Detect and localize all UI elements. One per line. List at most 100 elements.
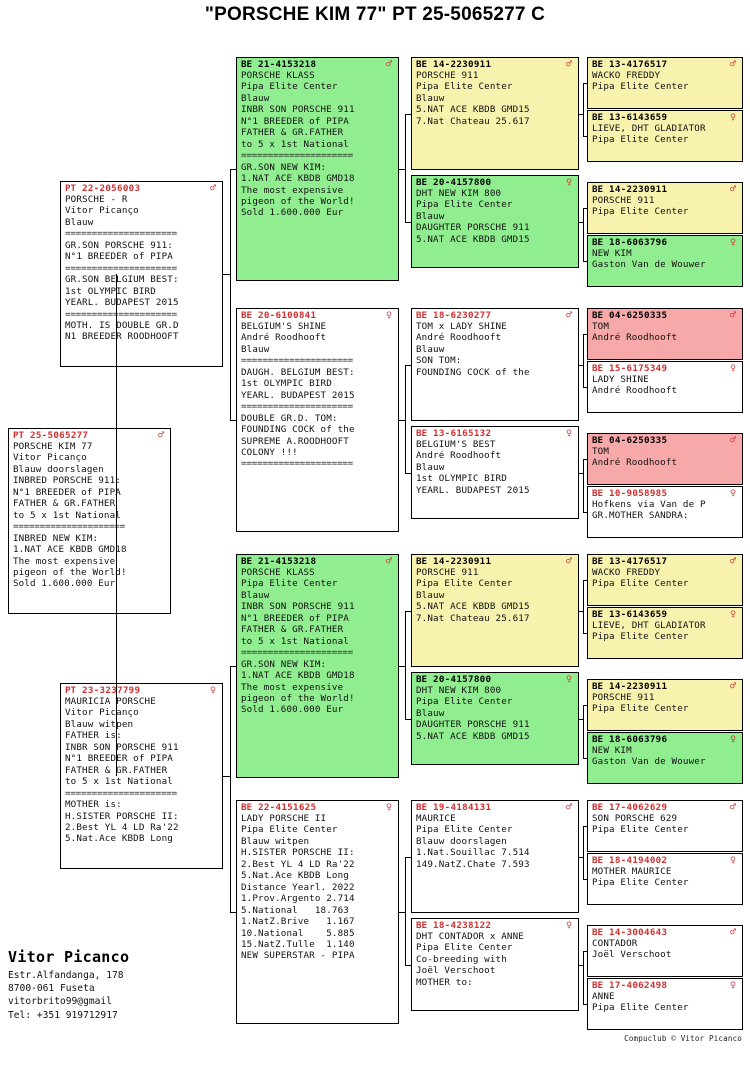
connector-gen2-3-stem (399, 912, 405, 913)
detail-line: ===================== (13, 521, 125, 533)
detail-line: COLONY !!! (241, 446, 298, 458)
detail-line: 1st OLYMPIC BIRD (416, 473, 507, 485)
pigeon-details: DHT CONTADOR x ANNE Pipa Elite Center Co-b… (412, 931, 578, 988)
gen4-pigeon-box-1[interactable]: BE 13-6143659 ♀ LIEVE, DHT GLADIATOR Pipa El… (587, 110, 743, 162)
detail-line: NEW SUPERSTAR - PIPA (241, 950, 355, 962)
detail-line: ANNE (592, 991, 615, 1002)
country-code: BE (416, 177, 428, 188)
pigeon-header: BE 17-4062629 ♂ (588, 801, 742, 813)
ring-number: 14-2230911 (433, 59, 492, 70)
detail-line: DHT CONTADOR x ANNE (416, 931, 524, 942)
connector-gen3-7-top-arm (583, 951, 587, 952)
connector-gen3-6-top-arm (583, 826, 587, 827)
ring-number: 22-2056003 (82, 183, 141, 194)
gen3-pigeon-box-1[interactable]: BE 20-4157800 ♀ DHT NEW KIM 800 Pipa Elite C… (411, 175, 579, 268)
gen2-pigeon-box-0[interactable]: BE 21-4153218 ♂ PORSCHE KLASS Pipa Elite Cen… (236, 57, 399, 281)
gen4-pigeon-box-14[interactable]: BE 14-3004643 ♂ CONTADOR Joël Verschoot (587, 925, 743, 977)
gen4-pigeon-box-9[interactable]: BE 13-6143659 ♀ LIEVE, DHT GLADIATOR Pipa El… (587, 607, 743, 659)
gen4-pigeon-box-5[interactable]: BE 15-6175349 ♀ LADY SHINE André Roodhooft (587, 361, 743, 413)
ring-number: 14-2230911 (609, 184, 668, 195)
gen3-pigeon-box-2[interactable]: BE 18-6230277 ♂ TOM x LADY SHINE André Roodh… (411, 308, 579, 421)
gen3-pigeon-box-4[interactable]: BE 14-2230911 ♂ PORSCHE 911 Pipa Elite Cente… (411, 554, 579, 667)
detail-line: Distance Yearl. 2022 (241, 881, 355, 893)
ring-number: 15-6175349 (609, 363, 668, 374)
pigeon-header: PT 25-5065277 ♂ (9, 429, 170, 441)
gen4-pigeon-box-2[interactable]: BE 14-2230911 ♂ PORSCHE 911 Pipa Elite Cente… (587, 182, 743, 234)
detail-line: YEARL. BUDAPEST 2015 (416, 484, 530, 496)
pigeon-details: MAURICIA PORSCHE Vitor Picanço Blauw witpe… (61, 696, 222, 845)
female-icon: ♀ (385, 801, 392, 813)
gen4-pigeon-box-12[interactable]: BE 17-4062629 ♂ SON PORSCHE 629 Pipa Elite C… (587, 800, 743, 852)
detail-line: Pipa Elite Center (592, 703, 689, 715)
gen4-pigeon-box-10[interactable]: BE 14-2230911 ♂ PORSCHE 911 Pipa Elite Cente… (587, 679, 743, 731)
female-icon: ♀ (729, 236, 736, 248)
female-icon: ♀ (729, 979, 736, 991)
detail-line: YEARL. BUDAPEST 2015 (65, 297, 179, 309)
ring-number: 22-4151625 (258, 802, 317, 813)
detail-line: Gaston Van de Wouwer (592, 756, 706, 768)
pigeon-details: PORSCHE - R Vitor Picanço Blauw ===========… (61, 194, 222, 343)
pigeon-details: CONTADOR Joël Verschoot (588, 938, 742, 961)
gen3-pigeon-box-7[interactable]: BE 18-4238122 ♀ DHT CONTADOR x ANNE Pipa Eli… (411, 918, 579, 1011)
gen3-pigeon-box-5[interactable]: BE 20-4157800 ♀ DHT NEW KIM 800 Pipa Elite C… (411, 672, 579, 765)
country-code: BE (592, 855, 604, 866)
ring-number: 21-4153218 (258, 59, 317, 70)
gen3-pigeon-box-0[interactable]: BE 14-2230911 ♂ PORSCHE 911 Pipa Elite Cente… (411, 57, 579, 170)
detail-line: DHT NEW KIM 800 (416, 685, 502, 696)
gen4-pigeon-box-13[interactable]: BE 18-4194002 ♀ MOTHER MAURICE Pipa Elite Ce… (587, 853, 743, 905)
detail-line: PORSCHE KIM 77 (13, 441, 93, 452)
pigeon-header: BE 14-2230911 ♂ (588, 680, 742, 692)
gen3-pigeon-box-3[interactable]: BE 13-6165132 ♀ BELGIUM'S BEST André Roodhoo… (411, 426, 579, 519)
connector-gen3-2-stem (579, 365, 583, 366)
pigeon-header: BE 20-4157800 ♀ (412, 176, 578, 188)
connector-gen3-3-bottom-arm (583, 512, 587, 513)
gen1-pigeon-box-0[interactable]: PT 22-2056003 ♂ PORSCHE - R Vitor Picanço Bla… (60, 181, 223, 367)
pigeon-header: BE 04-6250335 ♂ (588, 434, 742, 446)
pigeon-header: BE 10-9058985 ♀ (588, 487, 742, 499)
gen1-pigeon-box-1[interactable]: PT 23-3237799 ♀ MAURICIA PORSCHE Vitor Pican… (60, 683, 223, 869)
female-icon: ♀ (565, 427, 572, 439)
connector-gen2-1-spine (405, 365, 406, 473)
connector-gen2-0-top-arm (405, 114, 411, 115)
pigeon-details: LADY PORSCHE II Pipa Elite Center Blauw wi… (237, 813, 398, 962)
country-code: BE (592, 802, 604, 813)
detail-line: DAUGH. BELGIUM BEST: (241, 366, 355, 378)
gen2-pigeon-box-3[interactable]: BE 22-4151625 ♀ LADY PORSCHE II Pipa Elite C… (236, 800, 399, 1024)
detail-line: ===================== (65, 262, 177, 274)
detail-line: INBR SON PORSCHE 911 (65, 741, 179, 753)
gen2-pigeon-box-2[interactable]: BE 21-4153218 ♂ PORSCHE KLASS Pipa Elite Cen… (236, 554, 399, 778)
detail-line: 7.Nat Chateau 25.617 (416, 612, 530, 624)
detail-line: to 5 x 1st National (241, 138, 349, 150)
detail-line: Pipa Elite Center (592, 578, 689, 590)
gen4-pigeon-box-8[interactable]: BE 13-4176517 ♂ WACKO FREDDY Pipa Elite Cent… (587, 554, 743, 606)
female-icon: ♀ (385, 309, 392, 321)
ring-number: 20-4157800 (433, 177, 492, 188)
country-code: BE (416, 310, 428, 321)
gen2-pigeon-box-1[interactable]: BE 20-6100841 ♀ BELGIUM'S SHINE André Roodho… (236, 308, 399, 532)
detail-line: Blauw doorslagen (416, 835, 507, 847)
gen4-pigeon-box-6[interactable]: BE 04-6250335 ♂ TOM André Roodhooft (587, 433, 743, 485)
connector-gen2-3-top-arm (405, 857, 411, 858)
detail-line: N°1 BREEDER of PIPA (13, 486, 121, 498)
pigeon-header: BE 18-4238122 ♀ (412, 919, 578, 931)
connector-gen2-2-spine (405, 611, 406, 719)
detail-line: ===================== (65, 308, 177, 320)
ring-number: 18-6063796 (609, 237, 668, 248)
detail-line: The most expensive (241, 681, 344, 693)
connector-gen1-0-top-arm (230, 169, 236, 170)
country-code: PT (65, 183, 77, 194)
gen4-pigeon-box-4[interactable]: BE 04-6250335 ♂ TOM André Roodhooft (587, 308, 743, 360)
detail-line: Vitor Picanço (13, 452, 87, 464)
pigeon-details: LIEVE, DHT GLADIATOR Pipa Elite Center (588, 620, 742, 643)
gen4-pigeon-box-11[interactable]: BE 18-6063796 ♀ NEW KIM Gaston Van de Wouwer (587, 732, 743, 784)
pigeon-header: BE 21-4153218 ♂ (237, 555, 398, 567)
gen4-pigeon-box-3[interactable]: BE 18-6063796 ♀ NEW KIM Gaston Van de Wouwer (587, 235, 743, 287)
country-code: BE (592, 980, 604, 991)
subject-pigeon-box[interactable]: PT 25-5065277 ♂ PORSCHE KIM 77 Vitor Picanço… (8, 428, 171, 614)
gen4-pigeon-box-15[interactable]: BE 17-4062498 ♀ ANNE Pipa Elite Center (587, 978, 743, 1030)
connector-gen2-2-bottom-arm (405, 719, 411, 720)
gen4-pigeon-box-7[interactable]: BE 10-9058985 ♀ Hofkens via Van de P GR.MOTH… (587, 486, 743, 538)
gen4-pigeon-box-0[interactable]: BE 13-4176517 ♂ WACKO FREDDY Pipa Elite Cent… (587, 57, 743, 109)
gen3-pigeon-box-6[interactable]: BE 19-4184131 ♂ MAURICE Pipa Elite Center Bla… (411, 800, 579, 913)
detail-line: YEARL. BUDAPEST 2015 (241, 389, 355, 401)
